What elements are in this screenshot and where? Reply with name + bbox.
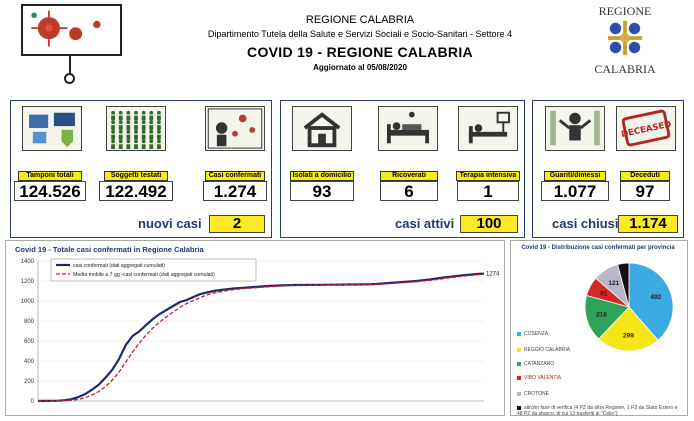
series-line	[37, 272, 485, 403]
legend-swatch	[517, 375, 521, 380]
house-icon	[292, 106, 352, 151]
legend-label: VIBO VALENTIA	[524, 375, 562, 381]
region-crest-icon	[607, 20, 643, 56]
legend-swatch	[517, 361, 521, 366]
pie-slice	[628, 262, 674, 341]
chart-legend: casi confermati (dati aggregati cumulati…	[50, 258, 257, 282]
region-logo-top: REGIONE	[598, 4, 652, 18]
series-line	[38, 273, 485, 402]
y-tick-label: 200	[24, 379, 35, 385]
pie-slice-label: 492	[650, 294, 661, 301]
virus-icon	[31, 10, 101, 47]
test-kit-icon	[22, 106, 82, 151]
pie-slice	[617, 262, 630, 308]
pie-legend-item: CATANZARO	[517, 361, 683, 367]
legend-swatch	[517, 391, 521, 396]
stat-label: Deceduti	[620, 171, 670, 181]
pie-legend-item: altro/in fase di verifica (4 PZ da altra…	[517, 405, 683, 417]
y-tick-label: 800	[24, 319, 35, 325]
region-logo: REGIONE CALABRIA	[585, 4, 665, 84]
deceased-stamp-icon: DECEASED	[616, 106, 676, 151]
end-value-label: 1274	[486, 272, 500, 278]
legend-label: COSENZA	[524, 331, 549, 337]
pie-chart-panel: Covid 19 - Distribuzione casi confermati…	[510, 240, 688, 417]
active-panel	[280, 100, 525, 238]
pie-slice-label: 218	[596, 312, 607, 319]
stat-value: 122.492	[99, 181, 173, 201]
legend-swatch	[517, 331, 521, 336]
region-logo-bottom: CALABRIA	[594, 62, 656, 76]
legend-label: CROTONE	[524, 391, 549, 397]
new-cases-value: 2	[209, 215, 265, 233]
pie-legend-item: VIBO VALENTIA	[517, 375, 683, 381]
stat-label: Isolati a domicilio	[290, 171, 354, 181]
stat-value: 1.274	[203, 181, 267, 201]
y-tick-label: 1400	[21, 259, 35, 265]
stat-value: 1.077	[541, 181, 609, 201]
stat-value: 6	[380, 181, 438, 201]
stat-label: Terapia intensiva	[456, 171, 520, 181]
stat-value: 93	[290, 181, 354, 201]
region-name: REGIONE CALABRIA	[305, 14, 415, 26]
virus-person-icon	[205, 106, 265, 151]
stat-label: Ricoverati	[380, 171, 438, 181]
pie-legend-item: REGGIO CALABRIA	[517, 347, 683, 353]
pie-title: Covid 19 - Distribuzione casi confermati…	[521, 245, 675, 251]
stat-label: Soggetti testati	[104, 171, 168, 181]
intensive-care-icon	[458, 106, 518, 151]
stat-label: Tamponi totali	[18, 171, 82, 181]
pie-slice	[598, 306, 659, 352]
new-cases-label: nuovi casi	[138, 216, 202, 231]
pie-slice	[584, 295, 630, 340]
closed-panel	[532, 100, 684, 238]
pie-slice-label: 91	[600, 291, 608, 298]
line-chart-panel: Covid 19 - Totale casi confermati in Reg…	[5, 240, 505, 416]
legend-label: REGGIO CALABRIA	[524, 347, 571, 353]
legend-label: CATANZARO	[524, 361, 555, 367]
pie-legend-item: COSENZA	[517, 331, 683, 337]
legend-label: casi confermati (dati aggregati cumulati…	[73, 263, 165, 269]
totals-panel	[10, 100, 272, 238]
legend-swatch	[517, 347, 521, 352]
y-tick-label: 400	[24, 359, 35, 365]
department-name: Dipartimento Tutela della Salute e Servi…	[207, 29, 513, 39]
stat-value: 97	[620, 181, 670, 201]
page-header: REGIONE CALABRIA Dipartimento Tutela del…	[190, 14, 530, 72]
y-tick-label: 1000	[21, 299, 35, 305]
legend-label: Media mobile a 7 gg -casi confermati (da…	[73, 272, 215, 278]
active-cases-value: 100	[460, 215, 518, 233]
pie-slice-label: 299	[623, 333, 634, 340]
line-chart: 0 200 400 600 800 1000 1200 1400 1274 casi confer…	[21, 258, 500, 405]
covid-banner-logo	[21, 4, 122, 56]
closed-cases-value: 1.174	[618, 215, 678, 233]
legend-swatch	[517, 405, 521, 410]
updated-date: Aggiornato al 05/08/2020	[313, 63, 407, 72]
pie-slice-label: 121	[608, 280, 619, 287]
y-tick-label: 0	[31, 399, 35, 405]
page-title: COVID 19 - REGIONE CALABRIA	[247, 44, 473, 60]
people-grid-icon	[106, 106, 166, 151]
recovered-person-icon	[545, 106, 605, 151]
closed-cases-label: casi chiusi	[552, 216, 619, 231]
active-cases-label: casi attivi	[395, 216, 455, 231]
hospital-bed-icon	[378, 106, 438, 151]
chart-title: Covid 19 - Totale casi confermati in Reg…	[15, 245, 204, 254]
pie-legend-item: CROTONE	[517, 391, 683, 397]
stat-label: Casi confermati	[205, 171, 265, 181]
stat-label: Guariti/dimessi	[544, 171, 606, 181]
stat-value: 1	[457, 181, 519, 201]
y-tick-label: 600	[24, 339, 35, 345]
legend-label: altro/in fase di verifica (4 PZ da altra…	[517, 405, 678, 417]
y-tick-label: 1200	[21, 279, 35, 285]
pie-chart: 4922992189112153	[584, 259, 674, 352]
stat-value: 124.526	[14, 181, 86, 201]
